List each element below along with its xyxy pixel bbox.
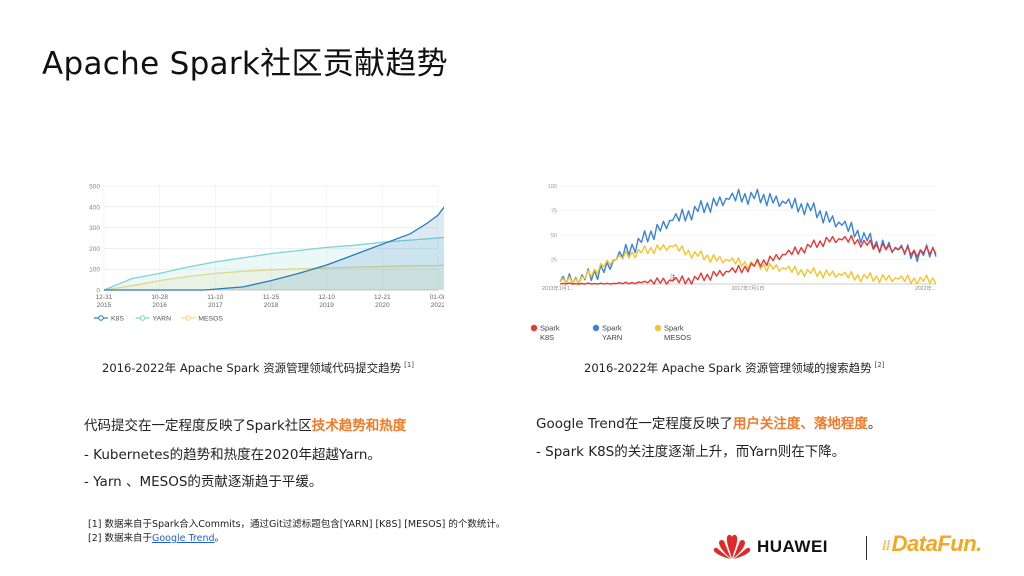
right-heading-highlight: 用户关注度、落地程度 bbox=[732, 416, 868, 432]
commit-series-k8s bbox=[104, 202, 449, 291]
commit-series-yarn bbox=[103, 236, 449, 291]
commit-trend-chart: 0 100 200 300 400 500 12-31 2015 10-28 2016 11-10 2… bbox=[82, 180, 449, 330]
datafun-logo: ⁞⁞DataFun. bbox=[882, 531, 982, 557]
commit-legend-label: YARN bbox=[153, 316, 171, 323]
commit-x-tick-top: 10-28 bbox=[151, 294, 168, 301]
search-legend-dot bbox=[592, 324, 600, 332]
huawei-petal-icon bbox=[713, 534, 751, 559]
footnote-2-suffix: 。 bbox=[214, 533, 225, 544]
search-legend-dot bbox=[654, 324, 662, 332]
commit-x-tick-top: 12-21 bbox=[374, 294, 391, 301]
commit-area-k8s bbox=[104, 202, 448, 290]
footnote-2-prefix: [2] 数据来自于 bbox=[88, 533, 152, 544]
search-y-tick: 75 bbox=[551, 209, 557, 215]
commit-y-tick: 400 bbox=[89, 204, 100, 211]
search-legend-label-2: YARN bbox=[602, 333, 622, 342]
commit-y-tick: 100 bbox=[89, 267, 100, 274]
search-trend-ref: [2] bbox=[874, 361, 885, 370]
right-heading: Google Trend在一定程度反映了用户关注度、落地程度。 bbox=[536, 412, 881, 432]
search-legend-label-2: MESOS bbox=[664, 333, 691, 342]
commit-trend-ref: [1] bbox=[404, 361, 415, 370]
commit-x-tick-top: 01-08 bbox=[430, 294, 444, 301]
left-heading-prefix: 代码提交在一定程度反映了Spark社区 bbox=[84, 418, 312, 434]
commit-x-tick-bottom: 2015 bbox=[97, 302, 112, 309]
search-trend-chart: 100 75 50 25 2013年1月1... 2017年7月1日 2022年... 注 Sp… bbox=[530, 180, 950, 350]
commit-x-tick-top: 12-10 bbox=[318, 294, 335, 301]
commit-x-tick-top: 12-31 bbox=[96, 294, 113, 301]
search-legend-label-1: Spark bbox=[664, 324, 684, 333]
left-heading: 代码提交在一定程度反映了Spark社区技术趋势和热度 bbox=[84, 414, 406, 434]
search-series-spark-mesos bbox=[559, 243, 937, 285]
search-trend-title: 2016-2022年 Apache Spark 资源管理领域的搜索趋势 bbox=[584, 361, 872, 375]
commit-legend-marker bbox=[98, 315, 104, 321]
commit-legend-label: K8S bbox=[111, 316, 124, 323]
commit-x-tick-top: 11-10 bbox=[207, 294, 224, 301]
huawei-logo: HUAWEI bbox=[713, 534, 828, 560]
search-trend-svg: 100 75 50 25 2013年1月1... 2017年7月1日 2022年... 注 Sp… bbox=[530, 184, 937, 342]
logo-separator bbox=[866, 536, 867, 560]
commit-x-tick-bottom: 2016 bbox=[152, 302, 167, 309]
commit-x-tick-bottom: 2019 bbox=[319, 302, 334, 309]
commit-trend-title: 2016-2022年 Apache Spark 资源管理领域代码提交趋势 bbox=[102, 361, 402, 375]
footnote-1: [1] 数据来自于Spark合入Commits，通过Git过滤标题包含[YARN… bbox=[88, 519, 506, 530]
right-bullet-1: - Spark K8S的关注度逐渐上升，而Yarn则在下降。 bbox=[536, 444, 846, 460]
commit-trend-svg: 010020030040050012-31201510-28201611-102… bbox=[89, 184, 449, 323]
left-heading-highlight: 技术趋势和热度 bbox=[311, 418, 407, 434]
datafun-wordmark: DataFun. bbox=[891, 531, 983, 556]
right-heading-prefix: Google Trend在一定程度反映了 bbox=[536, 416, 733, 432]
commit-y-tick: 500 bbox=[89, 184, 100, 191]
commit-legend-marker bbox=[139, 315, 146, 321]
left-bullet-2: - Yarn 、MESOS的贡献逐渐趋于平缓。 bbox=[84, 474, 323, 490]
search-legend-label-1: Spark bbox=[540, 324, 560, 333]
search-x-tick: 2017年7月1日 bbox=[732, 284, 765, 292]
right-heading-suffix: 。 bbox=[867, 416, 882, 432]
datafun-dots-icon: ⁞⁞ bbox=[882, 537, 890, 553]
search-series-spark-k8s bbox=[559, 234, 937, 285]
google-trend-link[interactable]: Google Trend bbox=[151, 533, 215, 544]
huawei-wordmark: HUAWEI bbox=[757, 537, 828, 556]
left-bullet-1: - Kubernetes的趋势和热度在2020年超越Yarn。 bbox=[84, 447, 381, 463]
commit-legend-marker bbox=[185, 315, 192, 321]
search-series-spark-yarn bbox=[559, 188, 937, 285]
commit-legend-label: MESOS bbox=[198, 316, 223, 323]
commit-y-tick: 0 bbox=[96, 288, 100, 295]
search-trend-caption: 2016-2022年 Apache Spark 资源管理领域的搜索趋势 [2] bbox=[584, 360, 885, 376]
commit-y-tick: 200 bbox=[89, 246, 100, 253]
search-y-tick: 50 bbox=[551, 233, 557, 239]
search-annotation: 注 bbox=[670, 273, 676, 281]
commit-x-tick-bottom: 2020 bbox=[375, 302, 390, 309]
commit-x-tick-bottom: 2022 bbox=[431, 302, 444, 309]
page-title: Apache Spark社区贡献趋势 bbox=[42, 46, 448, 82]
search-x-tick: 2022年... bbox=[915, 284, 936, 292]
commit-area-yarn bbox=[104, 237, 448, 290]
search-y-tick: 100 bbox=[548, 184, 557, 190]
footnote-2: [2] 数据来自于Google Trend。 bbox=[88, 530, 224, 544]
search-legend-label-2: K8S bbox=[540, 333, 554, 342]
commit-series-mesos bbox=[103, 264, 449, 291]
commit-area-mesos bbox=[104, 265, 448, 290]
commit-x-tick-bottom: 2018 bbox=[264, 302, 279, 309]
search-legend-label-1: Spark bbox=[602, 324, 622, 333]
commit-x-tick-top: 11-25 bbox=[263, 294, 280, 301]
search-y-tick: 25 bbox=[551, 258, 557, 264]
commit-trend-caption: 2016-2022年 Apache Spark 资源管理领域代码提交趋势 [1] bbox=[102, 360, 414, 376]
search-x-tick: 2013年1月1... bbox=[542, 284, 574, 292]
search-legend-dot bbox=[530, 324, 538, 332]
commit-y-tick: 300 bbox=[89, 225, 100, 232]
commit-x-tick-bottom: 2017 bbox=[208, 302, 223, 309]
